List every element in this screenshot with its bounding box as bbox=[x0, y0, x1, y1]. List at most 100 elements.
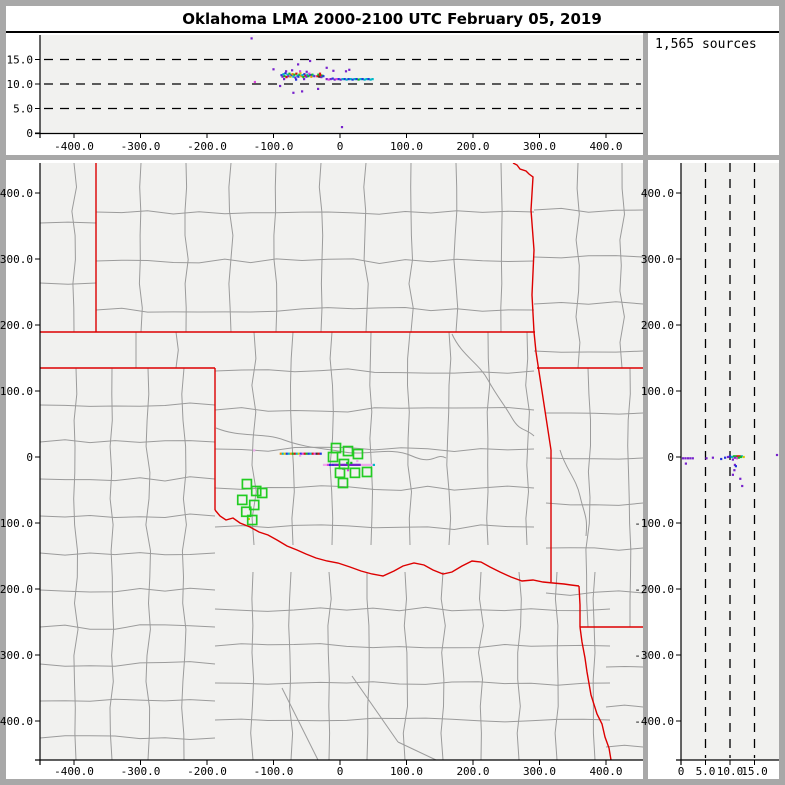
source-point bbox=[310, 75, 313, 78]
right-source-points bbox=[681, 453, 779, 488]
source-point bbox=[363, 78, 366, 81]
source-point bbox=[309, 452, 312, 455]
source-point bbox=[358, 463, 361, 466]
station-marker bbox=[327, 451, 339, 463]
source-point bbox=[689, 457, 692, 460]
county-line bbox=[138, 163, 143, 333]
county-line bbox=[533, 301, 643, 305]
source-point bbox=[295, 78, 298, 81]
source-point bbox=[369, 78, 372, 81]
county-line bbox=[486, 331, 491, 546]
tick-label: -100.0 bbox=[634, 517, 674, 530]
county-line bbox=[533, 350, 643, 353]
source-point bbox=[303, 78, 306, 81]
lma-station-layer bbox=[236, 442, 373, 526]
county-line bbox=[554, 571, 559, 760]
source-point bbox=[332, 69, 335, 72]
county-line bbox=[288, 571, 294, 760]
source-point bbox=[295, 452, 298, 455]
source-point bbox=[340, 463, 343, 466]
county-line bbox=[516, 571, 522, 760]
source-point bbox=[303, 73, 306, 76]
county-line bbox=[397, 741, 437, 760]
county-line bbox=[327, 571, 332, 760]
source-point bbox=[775, 453, 779, 457]
source-point bbox=[691, 457, 694, 460]
county-line bbox=[402, 571, 409, 760]
source-point bbox=[352, 463, 355, 466]
tick-label: 5.0 bbox=[696, 765, 716, 778]
source-point bbox=[353, 463, 356, 466]
county-line bbox=[289, 331, 295, 546]
map-plot-area[interactable] bbox=[40, 163, 643, 760]
source-point bbox=[730, 455, 734, 459]
county-line bbox=[329, 331, 334, 546]
source-point bbox=[309, 74, 312, 77]
county-line bbox=[214, 717, 611, 723]
source-point bbox=[347, 78, 350, 81]
tick-label: -400.0 bbox=[54, 765, 94, 778]
county-line bbox=[40, 439, 216, 444]
station-marker bbox=[342, 445, 354, 457]
county-line bbox=[363, 163, 369, 333]
county-line bbox=[525, 331, 530, 546]
tick-label: 400.0 bbox=[589, 765, 622, 778]
right-altitude-gridlines bbox=[704, 163, 756, 758]
tick-label: 0 bbox=[678, 765, 685, 778]
right-plot-area[interactable] bbox=[681, 163, 779, 760]
source-point bbox=[736, 455, 739, 458]
tick-label: -300.0 bbox=[0, 649, 33, 662]
source-point bbox=[345, 78, 348, 81]
source-point bbox=[356, 459, 359, 463]
tick-label: 300.0 bbox=[523, 140, 556, 153]
county-line bbox=[214, 406, 535, 413]
county-line bbox=[40, 513, 216, 519]
source-point bbox=[297, 63, 300, 66]
source-point bbox=[327, 78, 330, 81]
source-point bbox=[325, 66, 328, 69]
station-marker bbox=[361, 466, 373, 478]
county-line bbox=[453, 163, 459, 333]
source-point bbox=[285, 70, 288, 73]
source-point bbox=[289, 75, 292, 78]
county-line bbox=[545, 590, 643, 596]
county-line bbox=[605, 704, 643, 708]
tick-label: -200.0 bbox=[187, 765, 227, 778]
source-point bbox=[281, 75, 284, 78]
sources-box bbox=[648, 33, 779, 155]
source-point bbox=[307, 452, 310, 455]
tick-label: 100.0 bbox=[0, 385, 33, 398]
station-marker bbox=[256, 487, 268, 499]
county-line bbox=[500, 163, 503, 333]
source-point bbox=[357, 463, 360, 466]
source-point bbox=[297, 75, 300, 78]
source-point bbox=[333, 463, 336, 466]
source-point bbox=[301, 90, 304, 93]
source-point bbox=[355, 78, 358, 81]
source-point bbox=[344, 70, 348, 73]
county-line bbox=[408, 163, 414, 333]
tick-label: -300.0 bbox=[121, 140, 161, 153]
station-marker bbox=[248, 499, 260, 511]
county-line bbox=[406, 331, 413, 546]
source-point bbox=[247, 517, 250, 521]
source-point bbox=[289, 452, 292, 455]
source-point bbox=[288, 72, 291, 75]
county-line bbox=[40, 661, 216, 667]
source-point bbox=[306, 73, 309, 76]
county-line bbox=[40, 282, 97, 285]
tick-label: 15.0 bbox=[741, 765, 768, 778]
station-marker bbox=[334, 467, 346, 479]
county-line bbox=[40, 476, 216, 482]
source-point bbox=[322, 463, 326, 466]
tick-label: -300.0 bbox=[121, 765, 161, 778]
source-point bbox=[340, 126, 344, 129]
tick-label: 0 bbox=[337, 140, 344, 153]
source-point bbox=[331, 77, 334, 80]
county-line bbox=[95, 258, 535, 265]
source-point bbox=[324, 463, 328, 466]
tick-label: -400.0 bbox=[0, 715, 33, 728]
source-point bbox=[301, 452, 304, 455]
source-point bbox=[250, 37, 253, 40]
source-point bbox=[325, 78, 328, 81]
